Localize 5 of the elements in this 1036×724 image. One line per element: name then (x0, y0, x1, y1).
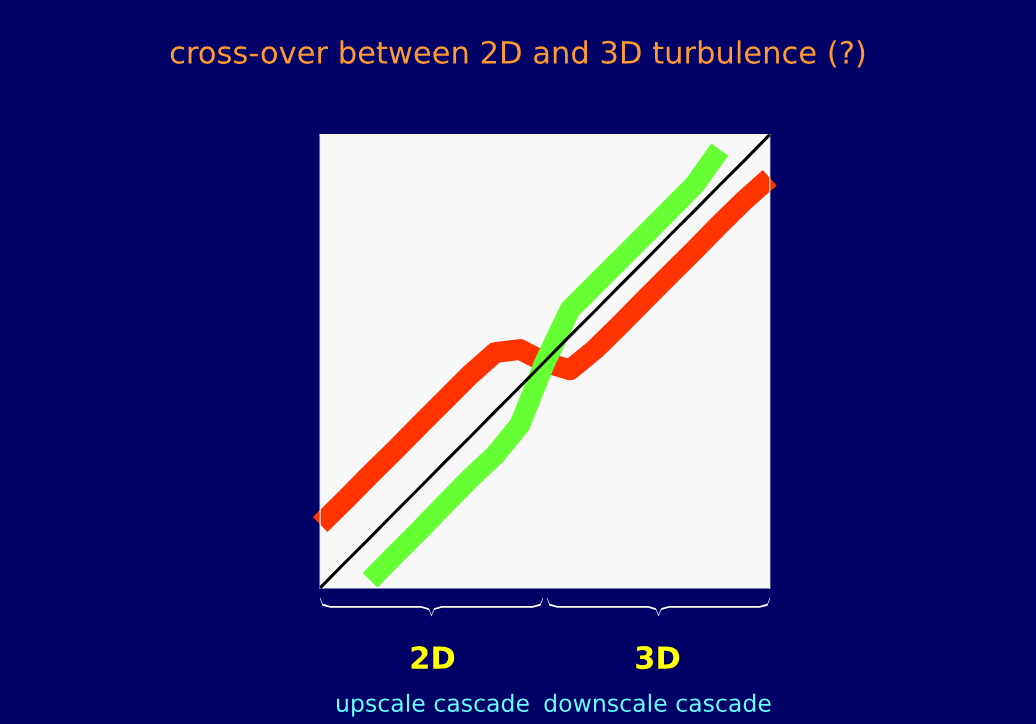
text: 2D (411, 646, 455, 669)
text: 3D (636, 646, 680, 670)
chart-title: cross-over between 2D and 3D turbulence (?) (170, 40, 865, 68)
text: downscale cascade (544, 693, 771, 713)
text: upscale cascade (337, 693, 529, 717)
